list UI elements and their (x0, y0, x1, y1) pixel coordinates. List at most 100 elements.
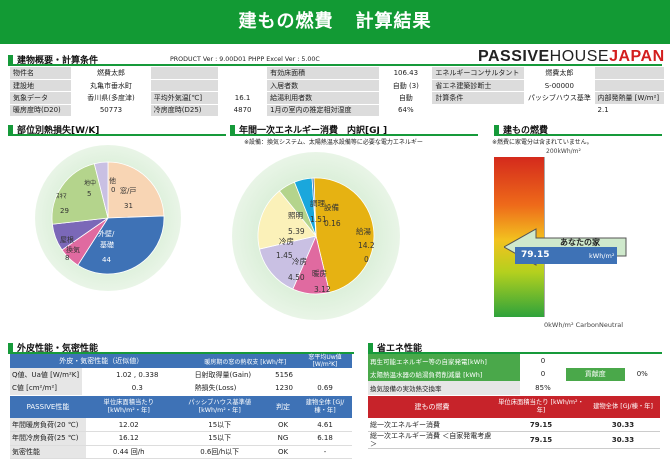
overview-underline (8, 64, 662, 66)
fuel-cell: 30.33 (586, 431, 660, 449)
perf-cell: 0.6回/h以下 (171, 445, 268, 459)
perf-header-3: パッシブハウス基準値 [kWh/m²・年] (171, 396, 268, 418)
perf-cell: 4.61 (298, 418, 352, 432)
fuel-scale-bottom: 0kWh/m² CarbonNeutral (544, 321, 624, 329)
envelope-section-title: 外皮性能・気密性能 (8, 341, 98, 354)
overview-cell (594, 79, 664, 93)
overview-cell: 自動 (3) (379, 79, 433, 93)
perf-cell: 年間暖房負荷(20 ℃) (10, 418, 86, 432)
overview-section-title: 建物概要・計算条件 (8, 53, 98, 66)
envelope-cell: 0.3 (131, 384, 143, 393)
overview-cell: パッシブハウス基準 (524, 91, 595, 105)
en-slices-slice-2 (259, 235, 317, 290)
perf-cell: OK (268, 418, 298, 432)
overview-cell: 内部発熱量 [W/m²] (594, 91, 664, 105)
overview-cell: 燃費太郎 (71, 67, 151, 80)
label-sukima: ｽｷﾏ (56, 192, 67, 200)
fuel-scale-top: 200kWh/m² (546, 148, 581, 155)
saving-row: 換気設備の実効熱交換率 85% (368, 381, 660, 395)
saving-cell: 太陽熱温水器の給湯負荷削減量 [kWh] (368, 367, 520, 381)
perf-cell: NG (268, 431, 298, 446)
fuel-cell: 総一次エネルギー消費 (368, 418, 496, 432)
saving-cell: 換気設備の実効熱交換率 (368, 381, 520, 395)
overview-cell (594, 67, 664, 80)
saving-row: 再生可能エネルギー等の自家発電[kWh] 0 (368, 354, 660, 368)
perf-header-5: 建物全体 [GJ/棟・年] (298, 396, 352, 418)
overview-cell: 冷房度時(D25) (150, 104, 219, 118)
envelope-cell: 1.02 , 0.338 (116, 370, 159, 379)
saving-cell: 0 (540, 370, 546, 379)
heatloss-section-title: 部位別熱損失[W/K] (8, 123, 99, 136)
perf-cell: 年間冷房負荷(25 ℃) (10, 431, 86, 446)
overview-cell: 平均外気温[℃] (150, 91, 219, 105)
perf-cell: OK (268, 445, 298, 459)
perf-cell: 16.12 (86, 431, 172, 446)
overview-cell: 気象データ (10, 91, 72, 105)
perf-header-1: PASSIVE性能 (10, 396, 86, 418)
fuel-header-1: 建もの燃費 (368, 396, 496, 418)
saving-row: 太陽熱温水器の給湯負荷削減量 [kWh] 0 貢献度 0% (368, 367, 660, 381)
en-slices-slice-0 (313, 177, 375, 293)
value-danbo: 3.12 (314, 285, 331, 294)
overview-cell: 丸亀市垂水町 (71, 79, 151, 93)
envelope-cell (298, 368, 352, 382)
envelope-cell: 1230 (275, 384, 293, 393)
envelope-header-1: 外皮・気密性能（近似値） (10, 354, 193, 368)
fuel-header-3: 建物全体 [GJ/棟・年] (586, 396, 660, 418)
label-chichu: 地中 (84, 179, 96, 187)
overview-cell: 燃費太郎 (524, 67, 595, 80)
value-reibo: 4.50 (288, 273, 305, 282)
overview-cell: 香川県(多度津) (71, 91, 151, 105)
overview-cell: 建設地 (10, 79, 72, 93)
label-reibo-2: 冷房 (279, 236, 294, 246)
value-chichu: 5 (87, 190, 91, 198)
value-sukima: 29 (60, 207, 69, 215)
perf-row: 年間暖房負荷(20 ℃) 12.02 15以下 OK 4.61 (10, 418, 352, 432)
section-marker-icon (8, 342, 13, 353)
perf-header-2: 単位床面積当たり [kWh/m²・年] (86, 396, 172, 418)
overview-cell (150, 79, 219, 93)
fuel-gauge-axis (544, 157, 545, 317)
perf-cell: 12.02 (86, 418, 172, 432)
overview-cell: 2.1 (594, 104, 664, 118)
label-hoka: 他 (109, 176, 116, 185)
value-hoka: 0 (111, 186, 115, 194)
section-marker-icon (8, 124, 13, 135)
banner-title-right: 計算結果 (355, 11, 432, 32)
label-kyuto: 給湯 (356, 226, 371, 236)
overview-cell (218, 79, 268, 93)
perf-cell: - (298, 445, 352, 459)
label-reibo: 冷房 (292, 256, 307, 266)
heatloss-pie-chart: 他 0 窓/戸 31 外壁/ 基礎 44 屋根 換気 8 ｽｷﾏ 29 地中 5 (35, 145, 181, 291)
hl-slices-slice-5 (93, 161, 109, 219)
envelope-cell: 熱損失(Loss) (194, 384, 237, 393)
perf-cell: 6.18 (298, 431, 352, 446)
energy-underline (230, 134, 478, 136)
overview-cell: 給湯利用者数 (267, 91, 380, 105)
overview-cell: 入居者数 (267, 79, 380, 93)
overview-row: 建設地 丸亀市垂水町 入居者数 自動 (3) 省エネ建築診断士 S-00000 (10, 79, 664, 93)
envelope-row: C値 [cm²/m²] 0.3 熱損失(Loss) 1230 0.69 (10, 381, 352, 395)
heatloss-underline (8, 134, 226, 136)
envelope-cell: 日射取得量(Gain) (194, 370, 252, 379)
fuel-value-box: 79.15 kWh/m² (515, 247, 617, 264)
section-marker-icon (368, 342, 373, 353)
overview-cell: 16.1 (218, 91, 268, 105)
overview-cell: エネルギーコンサルタント (432, 67, 525, 80)
saving-cell: 貢献度 (565, 367, 625, 381)
fuel-row: 総一次エネルギー消費 ＜自家発電考慮＞ 79.15 30.33 (368, 431, 660, 449)
hl-slices-slice-1 (77, 215, 165, 275)
value-gaiheki: 44 (102, 256, 111, 264)
energy-pie-chart: 給湯 14.2 0 暖房 3.12 冷房 4.50 冷房 1.45 照明 5.3… (232, 152, 400, 320)
overview-cell: S-00000 (524, 79, 595, 93)
value-kyuto: 14.2 (358, 241, 375, 250)
overview-cell: 4870 (218, 104, 268, 118)
saving-cell (566, 381, 625, 395)
envelope-cell: Q値、Ua値 [W/m²K] (10, 368, 82, 382)
overview-cell (150, 67, 219, 80)
label-shomei: 照明 (288, 211, 303, 220)
envelope-cell: C値 [cm²/m²] (10, 381, 82, 395)
overview-row: 暖房度時(D20) 50773 冷房度時(D25) 4870 1月の室内の推定相対湿度 6… (10, 104, 664, 118)
overview-cell: 暖房度時(D20) (10, 104, 72, 118)
en-slices-slice-6 (311, 177, 317, 237)
